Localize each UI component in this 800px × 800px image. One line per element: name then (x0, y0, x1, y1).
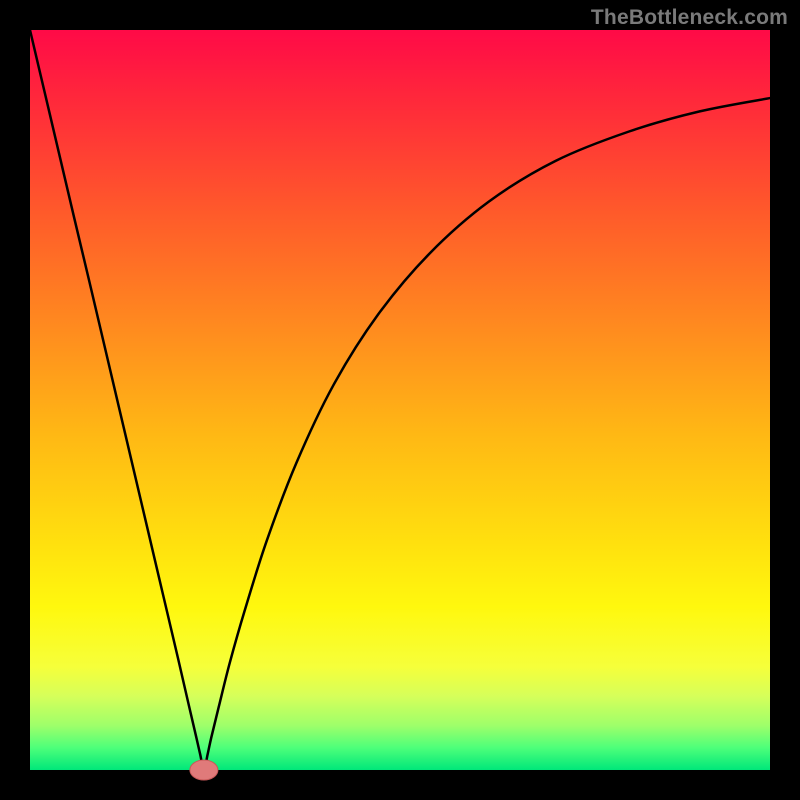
watermark-text: TheBottleneck.com (591, 6, 788, 30)
bottleneck-chart (0, 0, 800, 800)
chart-container: TheBottleneck.com (0, 0, 800, 800)
plot-background (30, 30, 770, 770)
minimum-marker (190, 760, 218, 780)
